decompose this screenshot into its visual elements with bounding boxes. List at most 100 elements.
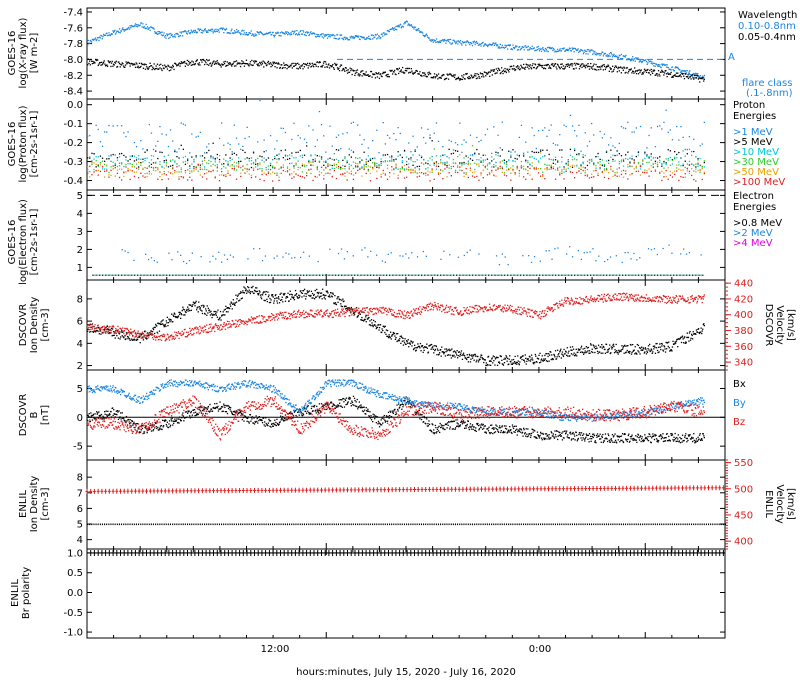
point — [576, 172, 577, 173]
point — [578, 52, 579, 53]
point — [184, 314, 185, 315]
point — [206, 310, 207, 311]
point — [508, 169, 509, 170]
point — [239, 275, 240, 276]
point — [102, 166, 103, 167]
point — [432, 170, 433, 171]
point — [545, 68, 546, 69]
point — [691, 151, 692, 152]
point — [514, 47, 515, 48]
point — [253, 65, 254, 66]
point — [136, 163, 137, 164]
point — [550, 275, 551, 276]
point — [463, 157, 464, 158]
point — [159, 31, 160, 32]
y2tick-label-p3-0: 340 — [734, 358, 753, 369]
point — [235, 65, 236, 66]
point — [183, 261, 184, 262]
point — [285, 31, 286, 32]
point — [102, 168, 103, 169]
point — [399, 275, 400, 276]
point — [623, 170, 624, 171]
point — [695, 169, 696, 170]
point — [118, 32, 119, 33]
point — [132, 166, 133, 167]
point — [189, 173, 190, 174]
point — [144, 160, 145, 161]
ytick-label-p1-1: -0.1 — [63, 119, 83, 130]
point — [638, 154, 639, 155]
point — [597, 162, 598, 163]
point — [353, 36, 354, 37]
point — [115, 275, 116, 276]
point — [588, 275, 589, 276]
point — [652, 73, 653, 74]
point — [217, 157, 218, 158]
point — [257, 169, 258, 170]
point — [608, 178, 609, 179]
point — [288, 253, 289, 254]
point — [381, 176, 382, 177]
point — [174, 314, 175, 315]
point — [435, 42, 436, 43]
point — [269, 63, 270, 64]
point — [440, 169, 441, 170]
point — [595, 52, 596, 53]
point — [474, 153, 475, 154]
point — [571, 275, 572, 276]
point — [406, 275, 407, 276]
point — [600, 159, 601, 160]
point — [417, 159, 418, 160]
point — [532, 151, 533, 152]
point — [570, 155, 571, 156]
point — [426, 34, 427, 35]
point — [161, 174, 162, 175]
point — [690, 78, 691, 79]
point — [538, 152, 539, 153]
point — [530, 64, 531, 65]
point — [555, 179, 556, 180]
point — [491, 153, 492, 154]
point — [595, 54, 596, 55]
point — [502, 122, 503, 123]
point — [391, 169, 392, 170]
point — [534, 67, 535, 68]
point — [703, 80, 704, 81]
point — [474, 171, 475, 172]
point — [474, 41, 475, 42]
point — [112, 328, 113, 329]
ytick-label-p3-1: 4 — [77, 339, 83, 350]
point — [408, 142, 409, 143]
point — [419, 176, 420, 177]
point — [247, 275, 248, 276]
point — [172, 159, 173, 160]
point — [276, 275, 277, 276]
point — [518, 275, 519, 276]
point — [157, 64, 158, 65]
point — [161, 275, 162, 276]
point — [270, 163, 271, 164]
point — [544, 127, 545, 128]
point — [310, 154, 311, 155]
point — [665, 275, 666, 276]
point — [642, 61, 643, 62]
point — [110, 166, 111, 167]
point — [512, 160, 513, 161]
point — [563, 275, 564, 276]
point — [223, 28, 224, 29]
point — [655, 163, 656, 164]
point — [334, 168, 335, 169]
point — [633, 253, 634, 254]
point — [335, 275, 336, 276]
point — [243, 61, 244, 62]
point — [231, 303, 232, 304]
point — [306, 175, 307, 176]
point — [247, 171, 248, 172]
point — [602, 52, 603, 53]
point — [317, 167, 318, 168]
point — [697, 166, 698, 167]
point — [628, 275, 629, 276]
point — [171, 314, 172, 315]
point — [147, 149, 148, 150]
point — [459, 80, 460, 81]
